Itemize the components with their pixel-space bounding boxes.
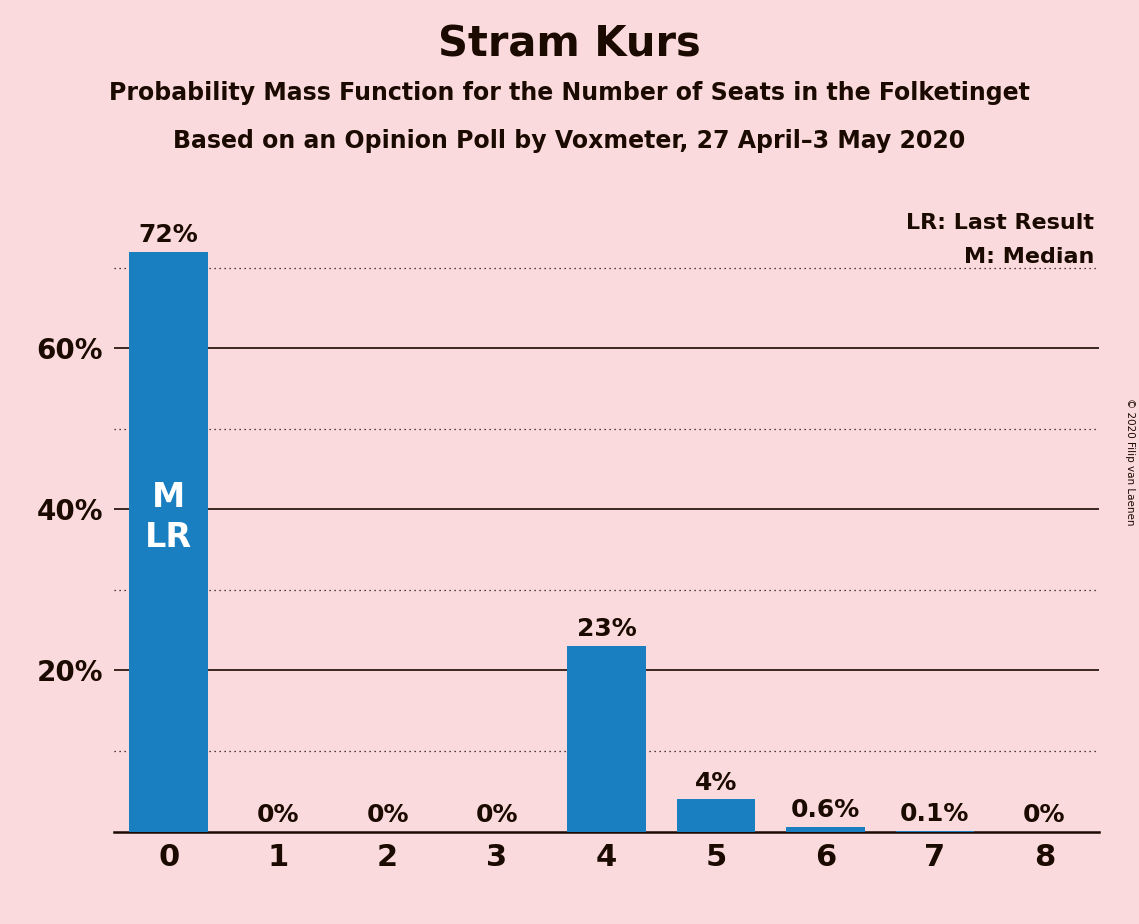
Bar [129,251,208,832]
Text: 4%: 4% [695,771,737,795]
Text: M
LR: M LR [145,480,192,554]
Bar [677,799,755,832]
Text: 0%: 0% [367,803,409,827]
Text: LR: Last Result: LR: Last Result [907,213,1095,233]
Text: M: Median: M: Median [964,248,1095,267]
Text: 0.6%: 0.6% [790,798,860,822]
Text: 0%: 0% [257,803,300,827]
Bar [786,827,865,832]
Text: Probability Mass Function for the Number of Seats in the Folketinget: Probability Mass Function for the Number… [109,81,1030,105]
Text: Stram Kurs: Stram Kurs [439,23,700,65]
Text: 0.1%: 0.1% [900,802,969,826]
Text: 72%: 72% [139,223,198,247]
Text: 23%: 23% [576,617,637,641]
Text: © 2020 Filip van Laenen: © 2020 Filip van Laenen [1125,398,1134,526]
Text: 0%: 0% [476,803,518,827]
Text: Based on an Opinion Poll by Voxmeter, 27 April–3 May 2020: Based on an Opinion Poll by Voxmeter, 27… [173,129,966,153]
Bar [567,646,646,832]
Text: 0%: 0% [1023,803,1066,827]
